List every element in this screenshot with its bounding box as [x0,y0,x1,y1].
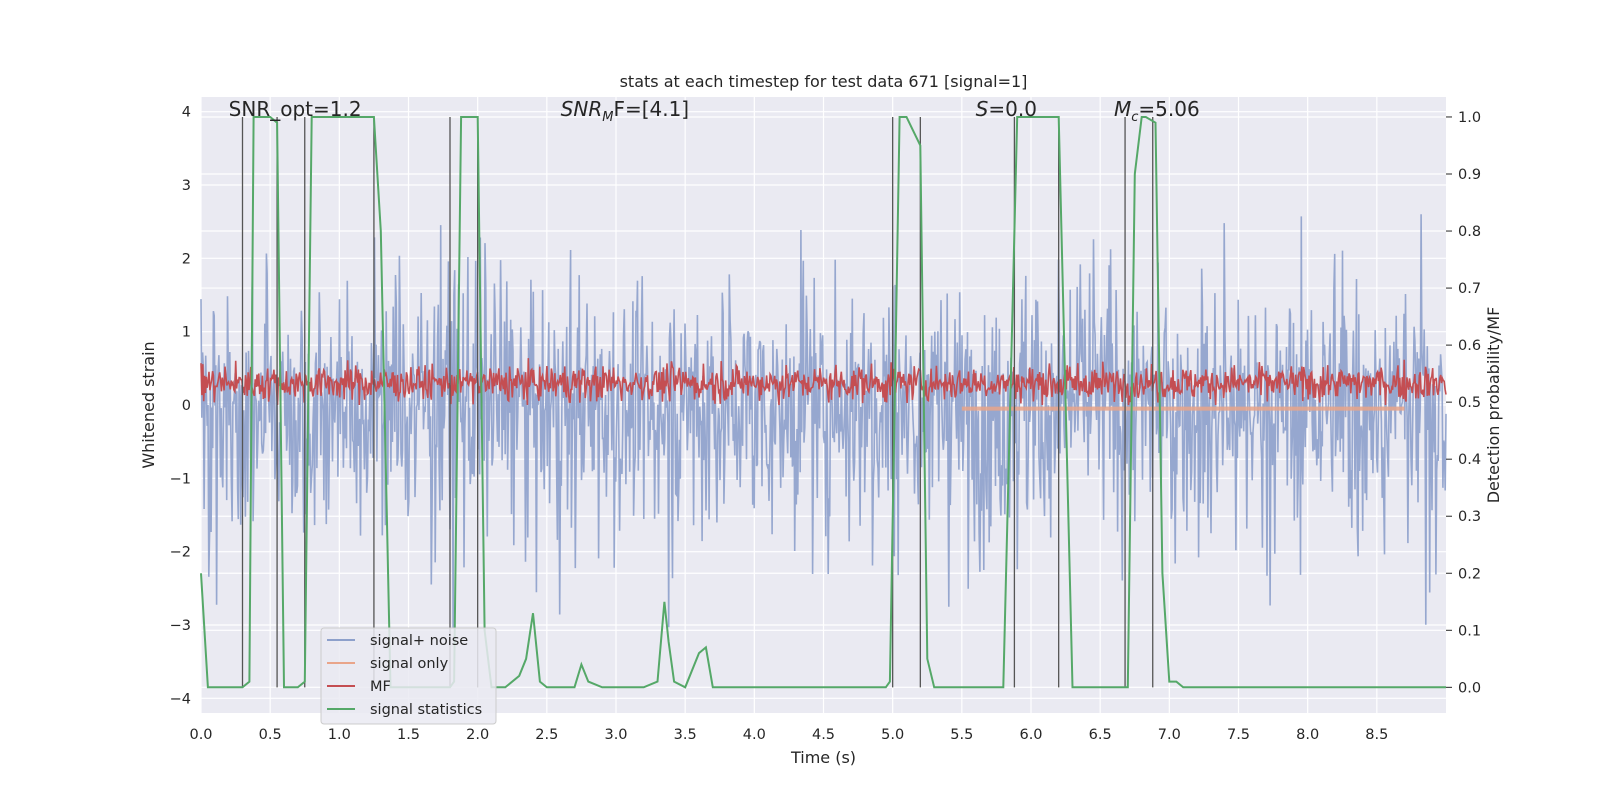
x-tick-label: 4.5 [812,727,835,743]
line-mf [200,358,1447,406]
y-left-tick-label: 4 [182,105,191,121]
x-tick-label: 6.0 [1019,727,1042,743]
annotation-snr-mf: SNRMF=[4.1] [561,97,689,125]
series-signal-plus-noise [200,214,1447,628]
x-tick-label: 0.0 [189,727,212,743]
x-tick-label: 8.5 [1365,727,1388,743]
legend-label-signal-plus-noise: signal+ noise [370,633,468,649]
x-tick-label: 5.5 [950,727,973,743]
y-right-tick-label: 0.7 [1458,281,1481,297]
y-left-tick-label: −4 [170,691,191,707]
series-mf [200,358,1447,406]
x-tick-label: 7.5 [1227,727,1250,743]
annotation-snr-opt: SNR_opt=1.2 [229,97,362,121]
legend-label-signal-only: signal only [370,656,449,672]
y-right-tick-label: 0.1 [1458,623,1481,639]
annotation-s-stat: S=0.0 [976,97,1037,121]
y-right-tick-label: 0.3 [1458,509,1481,525]
legend-label-signal-statistics: signal statistics [370,702,482,718]
y-left-tick-label: −2 [170,545,191,561]
y-left-tick-label: 0 [182,398,191,414]
x-tick-label: 0.5 [259,727,282,743]
x-tick-label: 5.0 [881,727,904,743]
x-tick-label: 2.5 [535,727,558,743]
y-right-tick-label: 0.9 [1458,167,1481,183]
y-right-tick-label: 0.5 [1458,395,1481,411]
annotation-chirp-mass: Mc=5.06 [1114,97,1200,125]
y-right-tick-label: 0.8 [1458,224,1481,240]
line-signal-plus-noise [200,214,1447,628]
x-axis-label: Time (s) [790,748,856,767]
x-tick-label: 7.0 [1158,727,1181,743]
y-right-axis-ticks: 0.0 0.1 0.2 0.3 0.4 0.5 0.6 0.7 0.8 0.9 1.0 [1446,110,1481,696]
x-tick-label: 3.0 [604,727,627,743]
y-left-tick-label: −1 [170,471,191,487]
legend: signal+ noise signal only MF signal stat… [320,627,497,725]
y-left-tick-label: −3 [170,618,191,634]
y-right-tick-label: 0.0 [1458,680,1481,696]
x-tick-label: 2.0 [466,727,489,743]
x-tick-label: 6.5 [1089,727,1112,743]
legend-box [320,627,497,725]
line-signal-statistics [200,116,1446,689]
x-tick-label: 1.0 [328,727,351,743]
y-right-tick-label: 0.6 [1458,338,1481,354]
y-left-tick-label: 2 [182,251,191,267]
legend-label-mf: MF [370,679,391,695]
x-tick-label: 1.5 [397,727,420,743]
x-axis-ticks: 0.0 0.5 1.0 1.5 2.0 2.5 3.0 3.5 4.0 4.5 5.0 5.5 6.0 6… [189,727,1388,743]
series-signal-statistics [200,116,1446,689]
y-right-tick-label: 1.0 [1458,110,1481,126]
x-tick-label: 3.5 [674,727,697,743]
y-left-tick-label: 3 [182,178,191,194]
chart-title: stats at each timestep for test data 671… [620,72,1028,91]
y-left-axis-ticks: −4 −3 −2 −1 0 1 2 3 4 [170,105,191,708]
y-right-tick-label: 0.4 [1458,452,1481,468]
y-left-axis-label: Whitened strain [139,341,158,468]
detection-markers [241,116,1154,688]
y-right-tick-label: 0.2 [1458,566,1481,582]
y-right-axis-label: Detection probability/MF [1484,307,1503,504]
x-tick-label: 8.0 [1296,727,1319,743]
x-tick-label: 4.0 [743,727,766,743]
y-left-tick-label: 1 [182,325,191,341]
